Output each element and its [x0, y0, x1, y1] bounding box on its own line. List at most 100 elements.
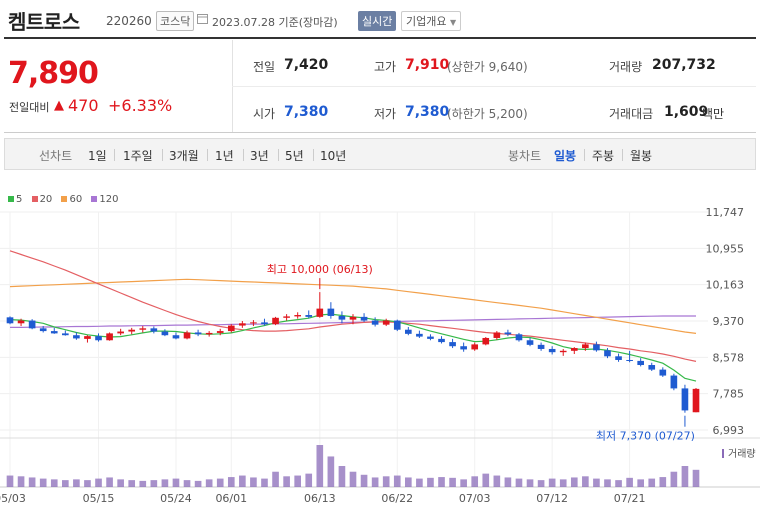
- x-tick-label: 07/03: [459, 492, 491, 505]
- period-1y[interactable]: 1년: [215, 149, 234, 163]
- x-tick-label: 06/13: [304, 492, 336, 505]
- candle-body: [482, 337, 490, 345]
- candle-chart-label[interactable]: 봉차트: [508, 149, 542, 163]
- candle-body: [559, 350, 567, 353]
- stats-row-divider: [232, 86, 756, 87]
- x-tick-label: 06/22: [381, 492, 413, 505]
- candle-body: [405, 329, 412, 334]
- volume-bar: [648, 478, 656, 487]
- period-1d[interactable]: 1일: [88, 149, 107, 163]
- stock-name: 켐트로스: [8, 10, 80, 34]
- candle-body: [427, 336, 434, 339]
- volume-bar: [205, 479, 213, 487]
- period-3y[interactable]: 3년: [250, 149, 269, 163]
- high-value: 7,910: [405, 57, 450, 73]
- y-tick-label: 11,747: [706, 206, 745, 219]
- volume-bar: [604, 479, 611, 487]
- candle-body: [216, 331, 224, 333]
- candle-body: [239, 323, 246, 326]
- volume-bar: [449, 477, 456, 487]
- volume-bar: [405, 477, 412, 487]
- calendar-icon: [197, 14, 208, 24]
- candle-body: [604, 350, 611, 357]
- x-tick-label: 07/12: [536, 492, 568, 505]
- x-tick-label: 06/01: [215, 492, 247, 505]
- volume-bar: [637, 479, 644, 487]
- volume-bar: [626, 477, 633, 487]
- candle-body: [626, 359, 633, 361]
- candle-body: [471, 344, 479, 350]
- volume-bar: [227, 477, 235, 487]
- company-overview-label: 기업개요: [406, 15, 447, 28]
- candle-body: [183, 332, 191, 339]
- volume-bar: [39, 478, 47, 487]
- candle-body: [637, 360, 644, 366]
- volume-bar: [261, 478, 268, 487]
- candle-body: [515, 334, 523, 341]
- period-3m[interactable]: 3개월: [169, 149, 199, 163]
- y-tick-label: 8,578: [713, 351, 745, 364]
- volume-bar: [73, 479, 80, 487]
- y-tick-label: 7,785: [713, 388, 745, 401]
- candle-body: [416, 333, 423, 337]
- volume-bar: [593, 478, 600, 487]
- realtime-button[interactable]: 실시간: [358, 11, 397, 31]
- candle-body: [582, 344, 589, 349]
- open-label: 시가: [253, 107, 276, 121]
- candle-body: [84, 336, 91, 339]
- legend-ma5: 5: [8, 194, 22, 205]
- volume-bar: [382, 476, 390, 487]
- volume-bar: [471, 476, 479, 487]
- volume-value: 207,732: [652, 57, 716, 73]
- change-amount: 470: [68, 96, 99, 115]
- volume-bar: [50, 479, 58, 487]
- volume-bar: [216, 478, 224, 487]
- line-chart-label[interactable]: 선차트: [39, 149, 73, 163]
- volume-bar: [427, 477, 434, 487]
- candle-body: [250, 322, 257, 324]
- candle-body: [128, 329, 136, 332]
- price-chart[interactable]: 11,747 10,955 10,163 9,370 8,578 7,785 6,993 거래…: [0, 195, 760, 517]
- candle-body: [150, 328, 158, 332]
- candle-monthly[interactable]: 월봉: [630, 149, 653, 163]
- candle-body: [62, 333, 69, 336]
- candle-body: [526, 340, 534, 345]
- volume-bar: [559, 479, 567, 487]
- period-1w[interactable]: 1주일: [123, 149, 153, 163]
- candle-body: [548, 348, 556, 353]
- open-value: 7,380: [284, 104, 329, 120]
- volume-bar: [28, 477, 36, 487]
- volume-bar: [305, 473, 313, 487]
- candle-body: [261, 322, 268, 325]
- volume-bar: [161, 479, 169, 487]
- volume-bar: [128, 480, 136, 487]
- y-tick-label: 10,163: [706, 279, 745, 292]
- period-5y[interactable]: 5년: [285, 149, 304, 163]
- period-10y[interactable]: 10년: [320, 149, 347, 163]
- header-divider: [4, 37, 756, 39]
- candle-body: [272, 317, 279, 325]
- lower-limit: (하한가 5,200): [447, 107, 528, 121]
- company-overview-dropdown[interactable]: 기업개요 ▼: [401, 11, 462, 31]
- stock-code: 220260: [106, 14, 152, 28]
- volume-bar: [316, 445, 324, 487]
- candle-body: [360, 316, 368, 321]
- candle-weekly[interactable]: 주봉: [592, 149, 615, 163]
- volume-bar: [338, 466, 346, 487]
- volume-label: 거래량: [609, 60, 643, 74]
- turnover-label: 거래대금: [609, 107, 654, 121]
- x-tick-label: 07/21: [614, 492, 646, 505]
- volume-bar: [327, 456, 335, 487]
- volume-bar: [272, 471, 279, 487]
- prev-close-value: 7,420: [284, 57, 329, 73]
- candle-body: [6, 317, 14, 324]
- current-price: 7,890: [8, 56, 99, 91]
- turnover-unit: 백만: [702, 107, 725, 121]
- candle-body: [681, 388, 689, 411]
- candle-daily[interactable]: 일봉: [554, 149, 577, 163]
- candle-body: [316, 308, 324, 317]
- volume-bar: [283, 476, 290, 487]
- volume-bar: [95, 478, 102, 487]
- up-arrow-icon: ▲: [54, 98, 64, 113]
- volume-bar: [582, 476, 589, 487]
